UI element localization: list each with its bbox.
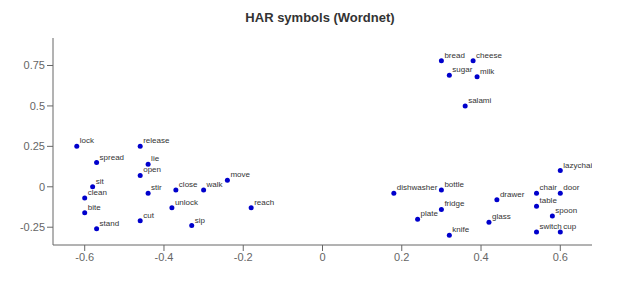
svg-text:switch: switch <box>540 222 562 231</box>
svg-text:knife: knife <box>452 225 469 234</box>
svg-text:lie: lie <box>151 154 160 163</box>
svg-text:spoon: spoon <box>555 206 577 215</box>
svg-text:0.4: 0.4 <box>473 251 488 263</box>
svg-text:unlock: unlock <box>175 198 199 207</box>
svg-text:release: release <box>143 136 170 145</box>
svg-text:cup: cup <box>563 222 576 231</box>
svg-text:lock: lock <box>80 136 95 145</box>
svg-text:glass: glass <box>492 212 511 221</box>
svg-text:reach: reach <box>254 198 274 207</box>
svg-text:bottle: bottle <box>444 180 464 189</box>
svg-text:close: close <box>179 180 198 189</box>
svg-text:chair: chair <box>540 183 558 192</box>
svg-text:0: 0 <box>39 181 45 193</box>
svg-text:lazychair: lazychair <box>563 161 592 170</box>
svg-text:drawer: drawer <box>500 190 525 199</box>
svg-text:-0.25: -0.25 <box>20 221 45 233</box>
svg-text:0.75: 0.75 <box>24 59 45 71</box>
svg-text:clean: clean <box>88 188 107 197</box>
svg-text:0: 0 <box>319 251 325 263</box>
svg-text:door: door <box>563 183 579 192</box>
svg-text:walk: walk <box>206 180 224 189</box>
html-text:HAR symbols (Wordnet): HAR symbols (Wordnet) <box>245 10 395 25</box>
svg-text:table: table <box>540 196 558 205</box>
svg-text:bread: bread <box>444 51 464 60</box>
svg-text:sit: sit <box>96 177 105 186</box>
svg-text:0.6: 0.6 <box>553 251 568 263</box>
svg-text:cut: cut <box>143 211 154 220</box>
svg-text:spread: spread <box>100 153 124 162</box>
svg-text:fridge: fridge <box>444 199 465 208</box>
svg-text:-0.2: -0.2 <box>234 251 253 263</box>
svg-text:milk: milk <box>480 67 495 76</box>
svg-text:-0.6: -0.6 <box>75 251 94 263</box>
svg-text:move: move <box>230 170 250 179</box>
svg-text:0.5: 0.5 <box>30 100 45 112</box>
svg-text:cheese: cheese <box>476 51 502 60</box>
svg-text:sip: sip <box>195 216 206 225</box>
svg-text:-0.4: -0.4 <box>154 251 173 263</box>
svg-text:sugar: sugar <box>452 65 472 74</box>
svg-text:0.2: 0.2 <box>394 251 409 263</box>
svg-text:stir: stir <box>151 183 162 192</box>
svg-text:dishwasher: dishwasher <box>397 183 438 192</box>
svg-text:stand: stand <box>100 219 120 228</box>
svg-text:plate: plate <box>421 209 439 218</box>
svg-text:salami: salami <box>468 96 491 105</box>
svg-text:open: open <box>143 165 161 174</box>
svg-text:bite: bite <box>88 203 101 212</box>
svg-text:0.25: 0.25 <box>24 140 45 152</box>
